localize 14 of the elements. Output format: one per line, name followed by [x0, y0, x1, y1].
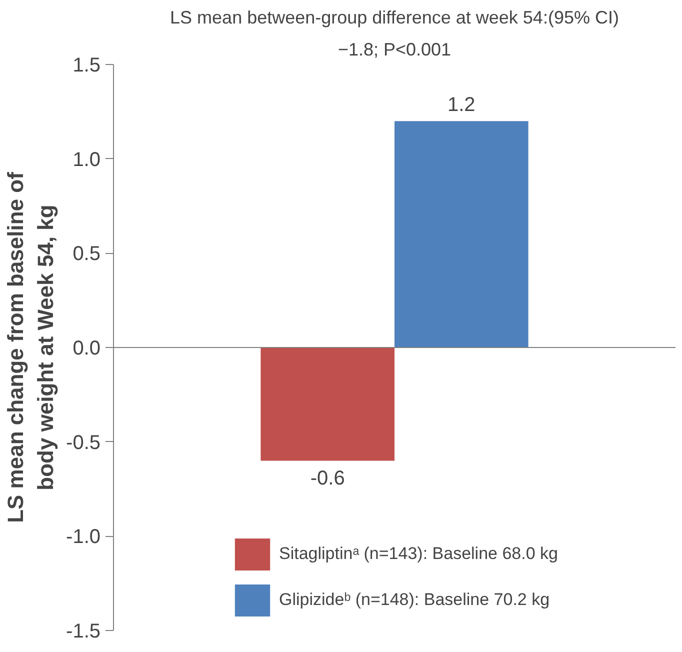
legend-label: Sitagliptinᵃ (n=143): Baseline 68.0 kg [279, 544, 558, 564]
y-tick-label: -0.5 [66, 432, 101, 454]
y-tick-label: 0.0 [72, 338, 101, 360]
data-label: -0.6 [310, 468, 345, 490]
y-tick-label: -1.5 [66, 620, 101, 642]
y-axis-title: LS mean change from baseline of body weight at Week 54, kg [3, 171, 58, 523]
chart-title: LS mean between-group difference at week 54:(95% CI) [170, 8, 619, 28]
y-tick-label: 1.5 [72, 54, 101, 76]
y-tick-label: -1.0 [66, 526, 101, 548]
y-tick-label: 1.0 [72, 148, 101, 171]
legend-label: Glipizideᵇ (n=148): Baseline 70.2 kg [279, 590, 550, 610]
data-label: 1.2 [448, 94, 476, 116]
chart-subtitle: −1.8; P<0.001 [338, 40, 452, 60]
y-tick-label: 0.5 [72, 243, 101, 266]
